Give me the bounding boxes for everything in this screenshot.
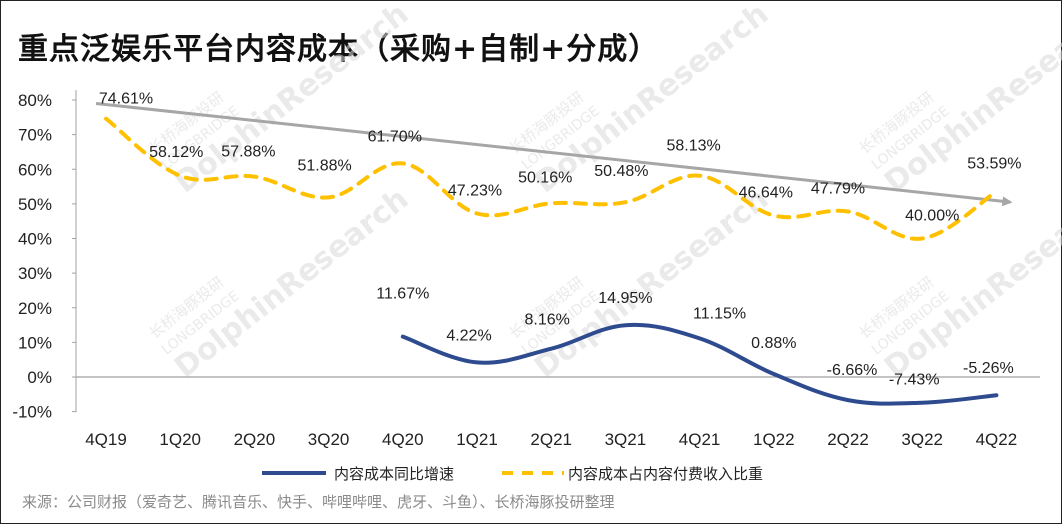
- x-tick-label: 1Q21: [456, 430, 498, 449]
- x-tick-label: 3Q21: [605, 430, 647, 449]
- x-tick-label: 4Q21: [679, 430, 721, 449]
- y-tick-label: -10%: [12, 403, 52, 422]
- source-note: 来源：公司财报（爱奇艺、腾讯音乐、快手、哔哩哔哩、虎牙、斗鱼）、长桥海豚投研整理: [22, 493, 615, 511]
- x-tick-label: 4Q20: [382, 430, 424, 449]
- x-tick-label: 4Q22: [976, 430, 1018, 449]
- chart-title: 重点泛娱乐平台内容成本（采购+自制+分成）: [18, 32, 660, 67]
- data-label: 40.00%: [905, 208, 959, 225]
- data-labels-group: 11.67%4.22%8.16%14.95%11.15%0.88%-6.66%-…: [99, 91, 1022, 389]
- y-tick-label: 20%: [18, 299, 52, 318]
- y-tick-label: 40%: [18, 230, 52, 249]
- x-tick-label: 2Q20: [234, 430, 276, 449]
- y-tick-label: 70%: [18, 126, 52, 145]
- y-tick-label: 30%: [18, 264, 52, 283]
- x-tick-label: 3Q22: [901, 430, 943, 449]
- x-tick-label: 2Q22: [827, 430, 869, 449]
- x-tick-label: 1Q20: [159, 430, 201, 449]
- data-label: 47.79%: [811, 181, 865, 198]
- data-label: 51.88%: [297, 157, 351, 174]
- data-label: 50.16%: [518, 169, 572, 186]
- data-label: 0.88%: [751, 335, 796, 352]
- x-tick-label: 1Q22: [753, 430, 795, 449]
- data-label: -5.26%: [963, 360, 1014, 377]
- legend: 内容成本同比增速 内容成本占内容付费收入比重: [262, 465, 763, 483]
- data-label: -6.66%: [827, 362, 878, 379]
- data-label: 53.59%: [967, 155, 1021, 172]
- y-tick-label: 80%: [18, 91, 52, 110]
- data-label: 14.95%: [598, 290, 652, 307]
- data-label: 4.22%: [446, 327, 491, 344]
- axes-group: 80% 70% 60% 50% 40% 30% 20% 10% 0% -10% 4Q19 1Q20 2Q…: [12, 90, 1040, 449]
- data-label: 46.64%: [739, 185, 793, 202]
- trend-arrow: [95, 101, 1013, 207]
- y-tick-label: 10%: [18, 333, 52, 352]
- y-tick-label: 50%: [18, 195, 52, 214]
- data-label: 8.16%: [525, 312, 570, 329]
- data-label: 11.15%: [693, 305, 746, 322]
- y-tick-label: 0%: [27, 368, 52, 387]
- data-label: 58.13%: [666, 138, 720, 155]
- data-label: -7.43%: [889, 372, 940, 389]
- legend-label: 内容成本同比增速: [334, 465, 454, 483]
- x-tick-label: 2Q21: [530, 430, 572, 449]
- y-tick-label: 60%: [18, 160, 52, 179]
- data-label: 74.61%: [99, 91, 153, 108]
- data-label: 50.48%: [594, 163, 648, 180]
- x-tick-label: 4Q19: [85, 430, 127, 449]
- data-label: 57.88%: [221, 144, 275, 161]
- series-group: [95, 101, 1013, 406]
- x-tick-label: 3Q20: [308, 430, 350, 449]
- legend-label: 内容成本占内容付费收入比重: [568, 465, 763, 483]
- data-label: 58.12%: [149, 144, 203, 161]
- data-label: 47.23%: [448, 182, 502, 199]
- data-label: 11.67%: [376, 286, 429, 303]
- data-label: 61.70%: [368, 128, 422, 145]
